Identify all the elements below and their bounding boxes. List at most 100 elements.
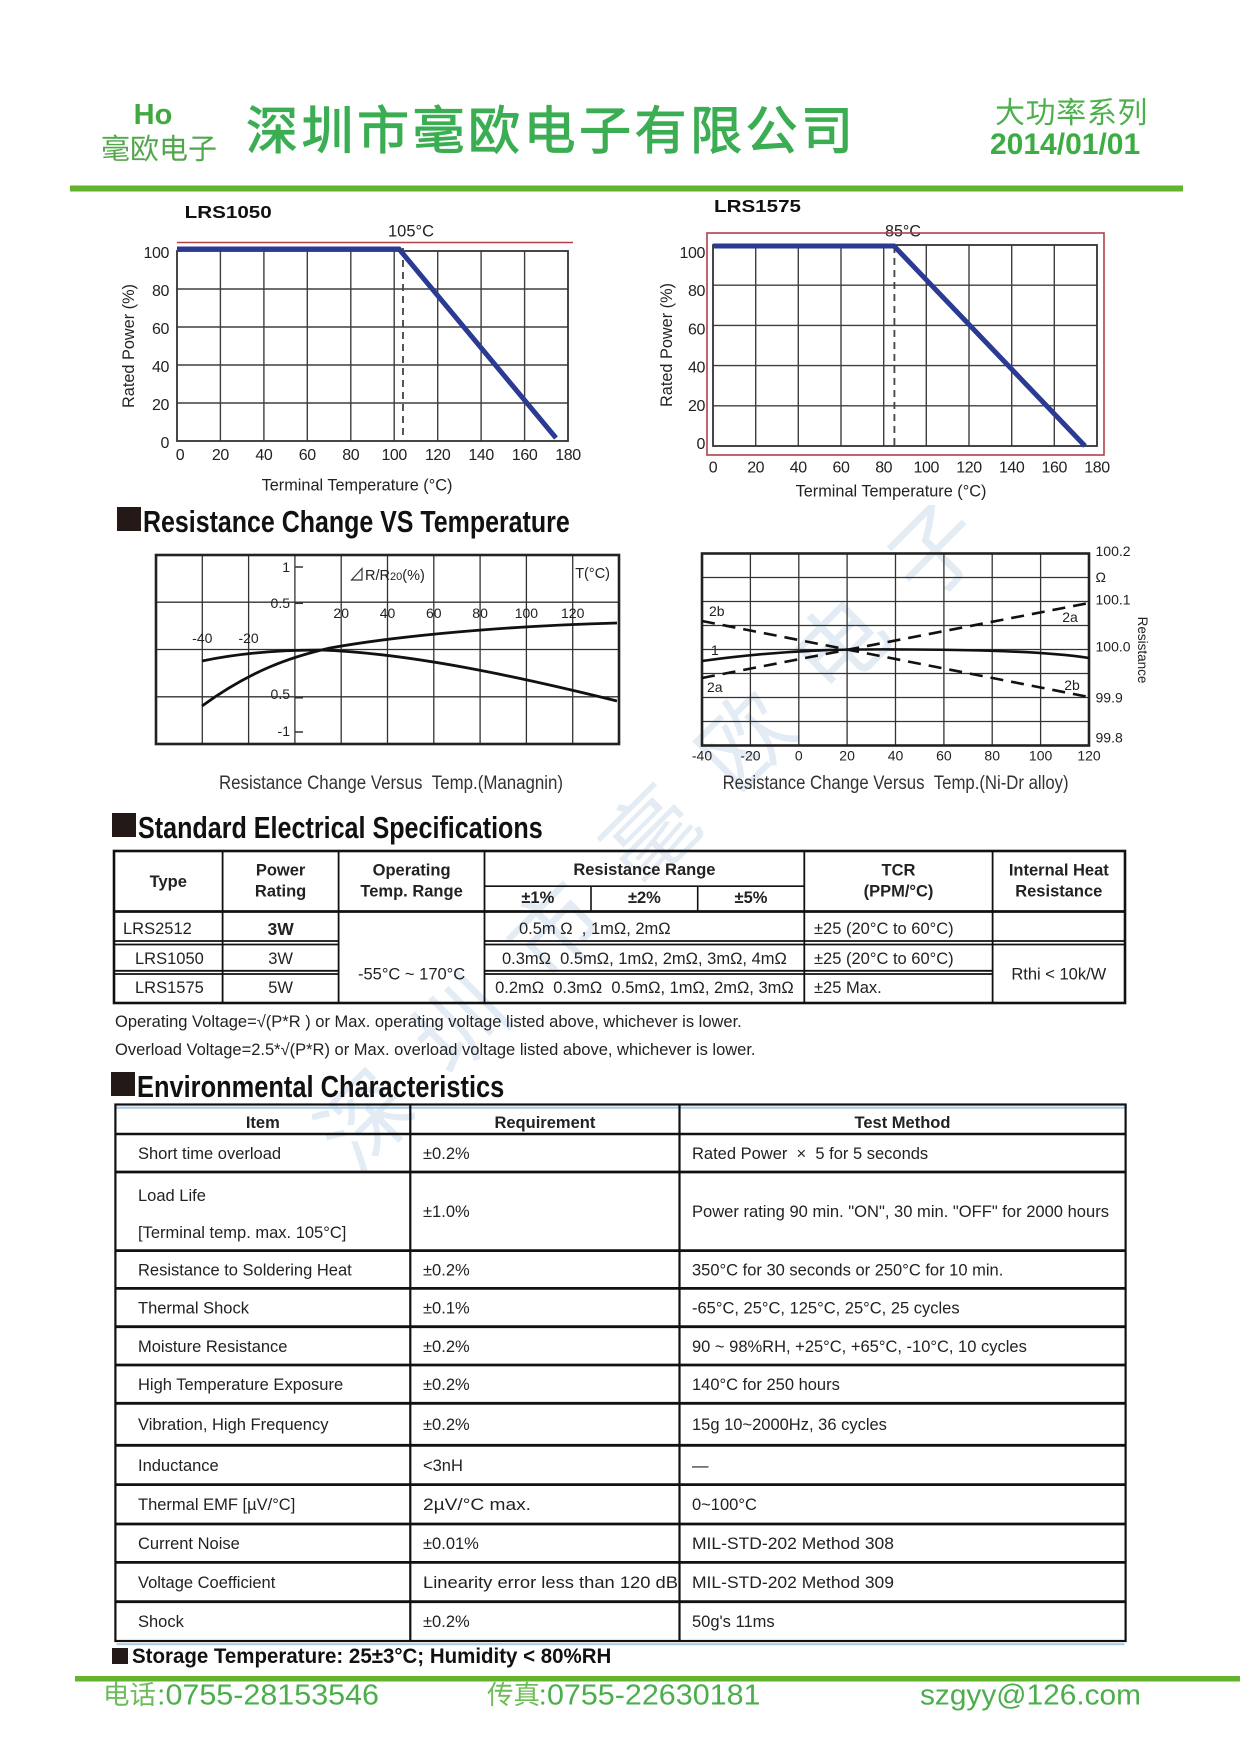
- svg-text:-55°C ~ 170°C: -55°C ~ 170°C: [358, 966, 465, 984]
- svg-text:(PPM/°C): (PPM/°C): [864, 883, 934, 901]
- svg-text:100: 100: [381, 447, 407, 464]
- svg-text:Rated Power × 5 for 5 second: Rated Power × 5 for 5 seconds: [692, 1145, 928, 1163]
- svg-text:Current Noise: Current Noise: [138, 1535, 240, 1553]
- svg-text:±2%: ±2%: [628, 889, 661, 907]
- svg-text:60: 60: [299, 447, 316, 464]
- svg-text:Terminal Temperature (°C): Terminal Temperature (°C): [262, 477, 453, 495]
- svg-text:Rated Power (%): Rated Power (%): [658, 283, 676, 407]
- svg-text:120: 120: [956, 460, 982, 477]
- svg-text:3W: 3W: [268, 950, 293, 968]
- svg-text:2µV/°C max.: 2µV/°C max.: [423, 1496, 531, 1514]
- svg-text:±1.0%: ±1.0%: [423, 1203, 470, 1221]
- svg-text:Voltage Coefficient: Voltage Coefficient: [138, 1574, 276, 1592]
- svg-text:szgyy@126.com: szgyy@126.com: [920, 1680, 1141, 1712]
- svg-text:Internal Heat: Internal Heat: [1009, 862, 1109, 880]
- svg-text:[Terminal temp. max. 105°C]: [Terminal temp. max. 105°C]: [138, 1224, 346, 1242]
- svg-text:60: 60: [152, 321, 169, 338]
- svg-text:105°C: 105°C: [388, 222, 434, 241]
- svg-text:80: 80: [875, 460, 892, 477]
- svg-text:Temp. Range: Temp. Range: [360, 883, 462, 901]
- svg-text:0: 0: [795, 748, 803, 764]
- svg-text:Item: Item: [246, 1114, 280, 1132]
- svg-text:100.1: 100.1: [1096, 592, 1131, 608]
- svg-text:LRS1050: LRS1050: [185, 202, 272, 222]
- svg-text:100.0: 100.0: [1096, 639, 1131, 655]
- svg-text:0.5: 0.5: [271, 686, 291, 702]
- svg-text:15g 10~2000Hz, 36 cycles: 15g 10~2000Hz, 36 cycles: [692, 1416, 887, 1434]
- svg-text:±0.2%: ±0.2%: [423, 1262, 470, 1280]
- svg-text:85°C: 85°C: [885, 222, 921, 241]
- svg-text:80: 80: [984, 748, 1000, 764]
- svg-text:40: 40: [380, 605, 396, 621]
- svg-text:100: 100: [515, 605, 539, 621]
- svg-text:±0.2%: ±0.2%: [423, 1338, 470, 1356]
- svg-text:100: 100: [914, 460, 940, 477]
- svg-text:100: 100: [680, 245, 706, 262]
- svg-text:1: 1: [711, 642, 719, 658]
- svg-text:Ω: Ω: [1096, 569, 1106, 585]
- svg-text:60: 60: [833, 460, 850, 477]
- svg-text:0~100°C: 0~100°C: [692, 1496, 757, 1514]
- svg-text:±5%: ±5%: [735, 889, 768, 907]
- svg-text:80: 80: [688, 283, 705, 300]
- svg-text:T(°C): T(°C): [575, 566, 610, 582]
- svg-text:2b: 2b: [1064, 677, 1080, 693]
- svg-text:±0.2%: ±0.2%: [423, 1416, 470, 1434]
- svg-text:120: 120: [1077, 748, 1101, 764]
- svg-text:Moisture Resistance: Moisture Resistance: [138, 1338, 287, 1356]
- svg-text:0: 0: [161, 435, 170, 452]
- svg-text:99.8: 99.8: [1096, 730, 1123, 746]
- svg-text:±25 (20°C to 60°C): ±25 (20°C to 60°C): [814, 920, 954, 938]
- svg-text:±0.2%: ±0.2%: [423, 1376, 470, 1394]
- svg-text:—: —: [692, 1457, 709, 1475]
- svg-text:-20: -20: [238, 630, 258, 646]
- svg-text:100.2: 100.2: [1096, 545, 1131, 559]
- svg-text:2b: 2b: [709, 603, 725, 619]
- svg-text:±0.01%: ±0.01%: [423, 1535, 479, 1553]
- svg-text:Rated Power (%): Rated Power (%): [120, 284, 138, 408]
- svg-text:20: 20: [333, 605, 349, 621]
- svg-text:±25 Max.: ±25 Max.: [814, 979, 882, 997]
- svg-text:80: 80: [472, 605, 488, 621]
- svg-text:50g's 11ms: 50g's 11ms: [692, 1613, 775, 1631]
- svg-text:20: 20: [212, 447, 229, 464]
- svg-text:TCR: TCR: [882, 862, 916, 880]
- svg-text:Resistance to Soldering Heat: Resistance to Soldering Heat: [138, 1262, 352, 1280]
- svg-text:MIL-STD-202 Method 309: MIL-STD-202 Method 309: [692, 1574, 894, 1592]
- svg-text:80: 80: [152, 283, 169, 300]
- svg-text:-40: -40: [692, 748, 712, 764]
- svg-text:80: 80: [342, 447, 359, 464]
- svg-text:Short time overload: Short time overload: [138, 1145, 281, 1163]
- svg-text::0755-28153546: :0755-28153546: [157, 1680, 379, 1712]
- svg-text:MIL-STD-202 Method 308: MIL-STD-202 Method 308: [692, 1535, 894, 1553]
- svg-text:±0.1%: ±0.1%: [423, 1300, 470, 1318]
- svg-text:Shock: Shock: [138, 1613, 185, 1631]
- svg-text:0.5: 0.5: [271, 595, 291, 611]
- svg-text:100: 100: [144, 245, 170, 262]
- svg-text:2a: 2a: [707, 679, 723, 695]
- svg-text:2014/01/01: 2014/01/01: [990, 128, 1140, 161]
- svg-text:Operating: Operating: [373, 862, 451, 880]
- svg-text:LRS1575: LRS1575: [714, 196, 801, 216]
- svg-text:40: 40: [255, 447, 272, 464]
- svg-text:20: 20: [747, 460, 764, 477]
- svg-text:Terminal Temperature (°C): Terminal Temperature (°C): [796, 483, 987, 501]
- svg-text:Thermal EMF [µV/°C]: Thermal EMF [µV/°C]: [138, 1496, 295, 1514]
- svg-text:Power rating 90 min. "ON", 30: Power rating 90 min. "ON", 30 min. "OFF"…: [692, 1203, 1109, 1221]
- svg-text:0.5m Ω , 1mΩ, 2mΩ: 0.5m Ω , 1mΩ, 2mΩ: [519, 920, 671, 938]
- svg-text:60: 60: [426, 605, 442, 621]
- svg-text:±0.2%: ±0.2%: [423, 1613, 470, 1631]
- svg-text:LRS1050: LRS1050: [135, 950, 204, 968]
- svg-text:60: 60: [688, 321, 705, 338]
- svg-text:-40: -40: [192, 630, 212, 646]
- svg-text:90 ~ 98%RH, +25°C, +65°C, -10°: 90 ~ 98%RH, +25°C, +65°C, -10°C, 10 cycl…: [692, 1338, 1027, 1356]
- svg-text:Inductance: Inductance: [138, 1457, 219, 1475]
- svg-text:180: 180: [555, 447, 581, 464]
- svg-text:20: 20: [152, 397, 169, 414]
- svg-text:40: 40: [688, 360, 705, 377]
- svg-text:99.9: 99.9: [1096, 690, 1123, 706]
- svg-text:140: 140: [999, 460, 1025, 477]
- svg-text:0.2mΩ 0.3mΩ 0.5mΩ, 1mΩ, 2mΩ,: 0.2mΩ 0.3mΩ 0.5mΩ, 1mΩ, 2mΩ, 3mΩ: [495, 979, 794, 997]
- svg-text:140°C for 250 hours: 140°C for 250 hours: [692, 1376, 840, 1394]
- svg-text:<3nH: <3nH: [423, 1457, 463, 1475]
